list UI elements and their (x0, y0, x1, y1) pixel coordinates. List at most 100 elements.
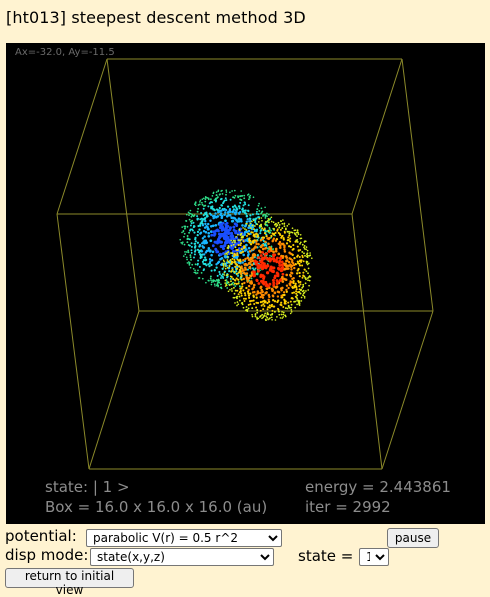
lobe-point (194, 245, 197, 248)
lobe-point (186, 262, 189, 264)
lobe-point (203, 235, 206, 238)
lobe-point (208, 279, 210, 282)
lobe-point (213, 269, 216, 272)
lobe-point (303, 295, 306, 298)
lobe-point (311, 257, 313, 259)
lobe-point (193, 253, 196, 256)
lobe-point (296, 255, 299, 258)
lobe-point (224, 219, 227, 223)
lobe-point (261, 274, 265, 278)
lobe-point (218, 206, 221, 210)
lobe-point (236, 274, 240, 277)
lobe-point (273, 300, 277, 303)
lobe-point (204, 204, 207, 207)
lobe-point (209, 275, 212, 278)
lobe-point (183, 232, 186, 235)
lobe-point (210, 283, 213, 286)
disp-mode-select[interactable]: state(x,y,z) (90, 548, 274, 566)
lobe-point (235, 277, 238, 280)
lobe-point (231, 261, 234, 263)
lobe-point (283, 302, 286, 305)
lobe-point (294, 240, 297, 243)
energy-readout: energy = 2.443861 (305, 478, 451, 496)
lobe-point (279, 244, 282, 248)
lobe-point (179, 238, 181, 241)
lobe-point (288, 230, 290, 233)
lobe-point (242, 289, 245, 292)
lobe-point (242, 204, 245, 207)
lobe-point (210, 213, 213, 217)
lobe-point (298, 260, 301, 263)
lobe-point (244, 257, 247, 261)
lobe-point (242, 269, 245, 272)
lobe-point (272, 283, 276, 287)
lobe-point (305, 248, 307, 251)
lobe-point (210, 269, 213, 272)
lobe-point (306, 255, 308, 258)
lobe-point (297, 233, 300, 236)
lobe-point (279, 303, 282, 306)
lobe-point (260, 225, 263, 228)
lobe-point (237, 233, 239, 236)
lobe-point (299, 280, 302, 284)
lobe-point (285, 290, 288, 293)
lobe-point (201, 203, 204, 206)
lobe-point (202, 258, 206, 262)
box-edge (401, 58, 434, 312)
lobe-point (201, 198, 204, 201)
lobe-point (224, 267, 227, 270)
lobe-point (188, 218, 191, 221)
scene-canvas[interactable] (6, 43, 485, 524)
lobe-point (246, 256, 249, 260)
lobe-point (218, 270, 221, 274)
state-select[interactable]: 1 (359, 548, 389, 566)
lobe-point (275, 285, 279, 289)
3d-viewport[interactable]: Ax=-32.0, Ay=-11.5 state: | 1 > Box = 16… (6, 43, 485, 524)
potential-select[interactable]: parabolic V(r) = 0.5 r^2 (86, 529, 282, 547)
lobe-point (256, 208, 259, 211)
lobe-point (201, 224, 205, 227)
lobe-point (292, 291, 296, 294)
lobe-point (216, 274, 219, 277)
lobe-point (267, 242, 270, 245)
lobe-point (248, 296, 251, 299)
lobe-point (279, 233, 282, 237)
lobe-point (286, 239, 289, 242)
lobe-point (217, 278, 220, 281)
lobe-point (249, 196, 251, 199)
lobe-point (224, 265, 227, 267)
lobe-point (306, 253, 308, 256)
lobe-point (232, 286, 235, 289)
pause-button[interactable]: pause (387, 528, 439, 548)
lobe-point (290, 297, 293, 300)
lobe-point (224, 208, 228, 212)
lobe-point (240, 220, 243, 223)
lobe-point (270, 220, 273, 223)
lobe-point (243, 230, 247, 234)
lobe-point (272, 250, 275, 254)
lobe-point (256, 301, 260, 305)
lobe-point (252, 241, 255, 244)
lobe-point (301, 264, 304, 267)
lobe-point (268, 295, 271, 299)
return-to-initial-view-button[interactable]: return to initial view (5, 568, 134, 597)
lobe-point (303, 297, 306, 299)
lobe-point (235, 224, 239, 228)
lobe-point (226, 236, 230, 240)
lobe-point (276, 290, 280, 293)
lobe-point (266, 316, 269, 319)
lobe-point (266, 301, 269, 305)
lobe-point (265, 271, 270, 275)
lobe-point (254, 315, 257, 318)
lobe-point (247, 288, 250, 292)
lobe-point (237, 293, 240, 296)
lobe-point (207, 198, 210, 201)
lobe-point (283, 301, 286, 304)
lobe-point (236, 304, 238, 307)
lobe-point (237, 205, 240, 208)
lobe-point (189, 256, 192, 259)
lobe-point (244, 203, 247, 206)
lobe-point (278, 313, 281, 316)
lobe-point (303, 252, 305, 255)
lobe-point (241, 267, 244, 270)
